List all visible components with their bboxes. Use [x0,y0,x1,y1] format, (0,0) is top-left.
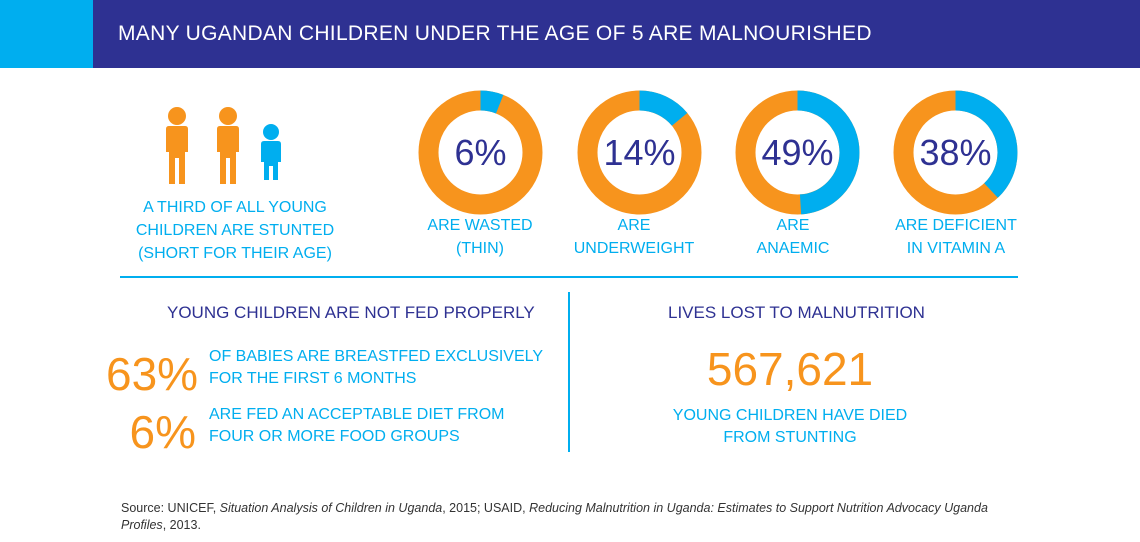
caption-line: ARE [776,217,810,234]
stat-line: OF BABIES ARE BREASTFED EXCLUSIVELY [209,348,544,365]
breastfed-stat-text: OF BABIES ARE BREASTFED EXCLUSIVELY FOR … [209,346,543,390]
donut-anaemic: 49% [735,90,860,215]
donut-wasted: 6% [418,90,543,215]
small-child-icon [261,124,281,180]
feeding-section-title: YOUNG CHILDREN ARE NOT FED PROPERLY [167,303,535,322]
source-suffix: , 2013. [162,518,201,532]
stat-line: FOR THE FIRST 6 MONTHS [209,370,417,387]
caption-line: (THIN) [456,240,504,257]
caption-line: CHILDREN ARE STUNTED [135,222,335,239]
child-icon [166,107,188,184]
donut-value-label: 6% [454,131,507,173]
caption-line: (SHORT FOR THEIR AGE) [138,245,332,262]
stat-line: FOUR OR MORE FOOD GROUPS [209,428,460,445]
donut-vitamin-a: 38% [893,90,1018,215]
diet-stat-text: ARE FED AN ACCEPTABLE DIET FROM FOUR OR … [209,404,504,448]
donut-ring [893,90,1018,215]
caption-line: ARE WASTED [427,217,533,234]
page-title: MANY UGANDAN CHILDREN UNDER THE AGE OF 5… [118,22,872,45]
caption-line: A THIRD OF ALL YOUNG [143,199,327,216]
donut-value-arc [577,90,702,215]
caption-line: YOUNG CHILDREN HAVE DIED [672,407,908,424]
donut-ring [735,90,860,215]
source-title-unicef: Situation Analysis of Children in Uganda [219,501,443,515]
caption-line: FROM STUNTING [723,429,857,446]
vertical-divider [568,292,570,452]
donut-value-label: 49% [761,131,834,173]
donut-value-arc [418,90,543,215]
caption-line: IN VITAMIN A [906,240,1006,257]
donut-ring [577,90,702,215]
lives-lost-number: 567,621 [706,343,874,395]
stat-line: ARE FED AN ACCEPTABLE DIET FROM [209,406,505,423]
donut-value-arc [893,90,1018,215]
donut-value-label: 14% [603,131,676,173]
lives-section-title: LIVES LOST TO MALNUTRITION [668,303,925,322]
source-title-usaid: Reducing Malnutrition in Uganda: Estimat… [121,501,988,532]
source-prefix: Source: UNICEF, [121,501,220,515]
donut-caption-anaemic: ARE ANAEMIC [708,214,878,260]
caption-line: ARE DEFICIENT [895,217,1017,234]
donut-caption-vitamin-a: ARE DEFICIENT IN VITAMIN A [871,214,1041,260]
donut-caption-underweight: ARE UNDERWEIGHT [549,214,719,260]
donut-value-label: 38% [919,131,992,173]
header-accent-block [0,0,93,68]
donut-caption-wasted: ARE WASTED (THIN) [395,214,565,260]
caption-line: UNDERWEIGHT [573,240,695,257]
horizontal-divider [120,276,1018,278]
donut-value-arc [735,90,860,215]
donut-underweight: 14% [577,90,702,215]
breastfed-stat-number: 63% [106,348,199,400]
caption-line: ANAEMIC [756,240,830,257]
stunted-children-illustration [166,107,281,184]
caption-line: ARE [617,217,651,234]
source-mid: , 2015; USAID, [442,501,530,515]
diet-stat-number: 6% [129,406,196,458]
donut-ring [418,90,543,215]
header-banner: MANY UGANDAN CHILDREN UNDER THE AGE OF 5… [0,0,1140,68]
lives-lost-caption: YOUNG CHILDREN HAVE DIED FROM STUNTING [640,405,940,449]
source-citation: Source: UNICEF, Situation Analysis of Ch… [121,500,1021,534]
child-icon [217,107,239,184]
stunted-caption: A THIRD OF ALL YOUNG CHILDREN ARE STUNTE… [110,196,360,265]
